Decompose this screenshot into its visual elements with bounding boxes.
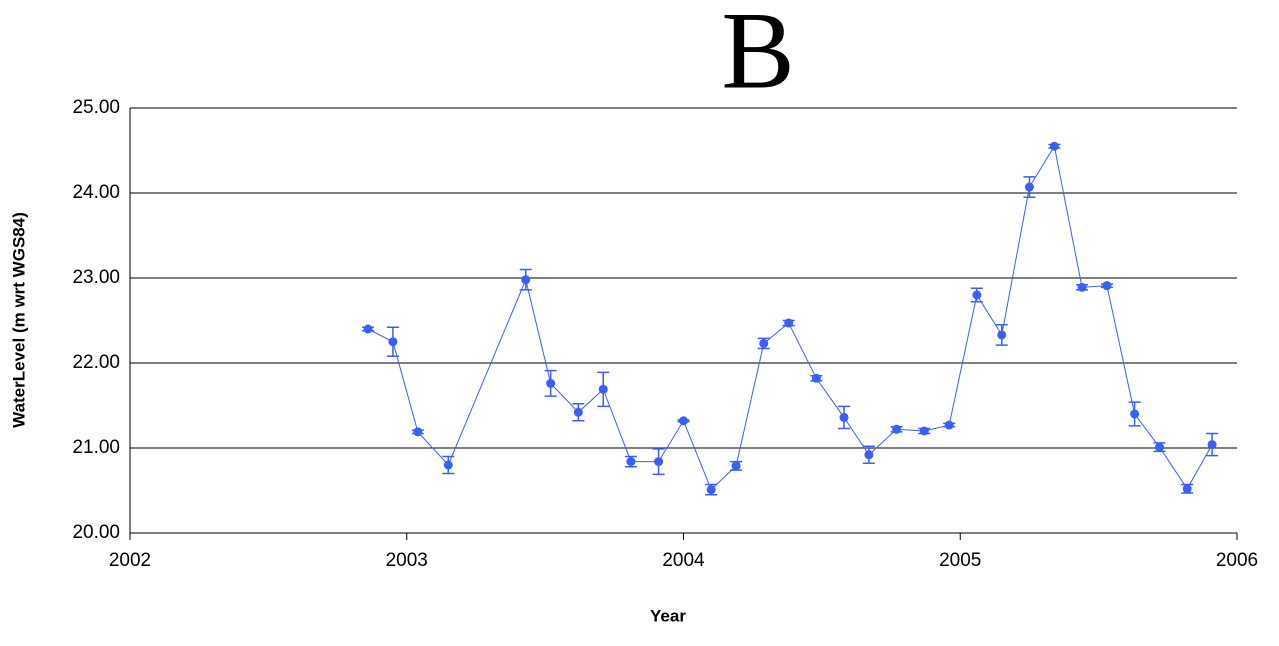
data-point — [598, 384, 608, 394]
data-point — [679, 416, 688, 426]
data-point — [546, 378, 556, 388]
data-point — [1102, 281, 1112, 291]
y-tick-label: 20.00 — [72, 522, 120, 543]
data-point — [997, 330, 1007, 340]
data-point — [759, 338, 769, 348]
x-tick-label: 2004 — [662, 550, 705, 571]
data-point — [1155, 442, 1165, 452]
data-point — [706, 485, 716, 495]
data-point — [892, 424, 902, 434]
data-point — [363, 324, 373, 334]
data-point — [811, 373, 821, 383]
y-tick-label: 22.00 — [72, 352, 120, 373]
y-tick-label: 21.00 — [72, 437, 120, 458]
data-point — [784, 318, 794, 328]
data-point — [731, 461, 741, 471]
y-tick-label: 24.00 — [72, 182, 120, 203]
data-point — [626, 457, 636, 467]
data-point — [388, 337, 398, 347]
data-point — [1182, 484, 1192, 494]
chart-title: B — [721, 0, 794, 111]
y-tick-label: 23.00 — [72, 267, 120, 288]
data-point — [1130, 409, 1140, 419]
data-point — [839, 412, 849, 422]
x-tick-label: 2003 — [386, 550, 428, 571]
data-point — [1207, 440, 1217, 450]
x-tick-label: 2006 — [1216, 550, 1258, 571]
x-tick-label: 2005 — [939, 550, 981, 571]
data-point — [944, 420, 954, 430]
data-point — [972, 290, 982, 300]
y-axis-label: WaterLevel (m wrt WGS84) — [9, 212, 28, 428]
data-point — [654, 457, 664, 467]
data-point — [864, 450, 874, 460]
data-point — [573, 407, 583, 417]
data-point — [443, 460, 453, 470]
x-axis-label: Year — [650, 606, 686, 625]
series-line — [367, 144, 1213, 491]
data-point — [521, 275, 531, 285]
x-tick-label: 2002 — [109, 550, 151, 571]
data-point — [919, 426, 929, 436]
data-point — [1049, 141, 1059, 151]
data-point — [413, 427, 423, 437]
data-point — [1077, 282, 1087, 292]
y-tick-label: 25.00 — [72, 97, 120, 118]
data-point — [1024, 182, 1034, 192]
